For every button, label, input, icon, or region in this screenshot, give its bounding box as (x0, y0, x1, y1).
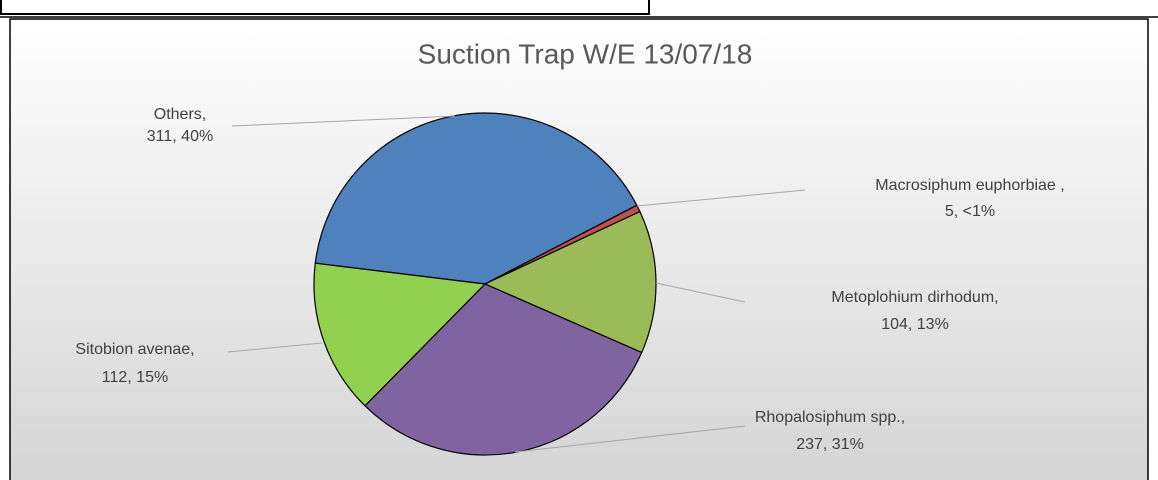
leader-line (636, 189, 806, 207)
data-label-name: Macrosiphum euphorbiae , (875, 177, 1064, 194)
leader-line (655, 282, 746, 303)
data-label-value: 5, <1% (945, 203, 995, 220)
data-label-value: 311, 40% (147, 128, 213, 145)
leader-line (514, 425, 746, 453)
sheet-cell (0, 0, 650, 15)
data-label-name: Metoplohium dirhodum, (831, 289, 998, 306)
pie-slice (483, 210, 657, 354)
data-label-value: 237, 31% (796, 436, 864, 453)
data-label-name: Rhopalosiphum spp., (755, 409, 905, 426)
leader-line (227, 342, 323, 353)
data-label-value: 104, 13% (881, 316, 949, 333)
data-label-name: Others, (154, 106, 206, 123)
leader-line (231, 115, 456, 127)
pie-slice (313, 262, 487, 407)
sheet-row (0, 0, 1158, 18)
data-label-name: Sitobion avenae, (75, 341, 194, 358)
chart-title: Suction Trap W/E 13/07/18 (418, 38, 753, 69)
data-label-value: 112, 15% (102, 369, 168, 386)
